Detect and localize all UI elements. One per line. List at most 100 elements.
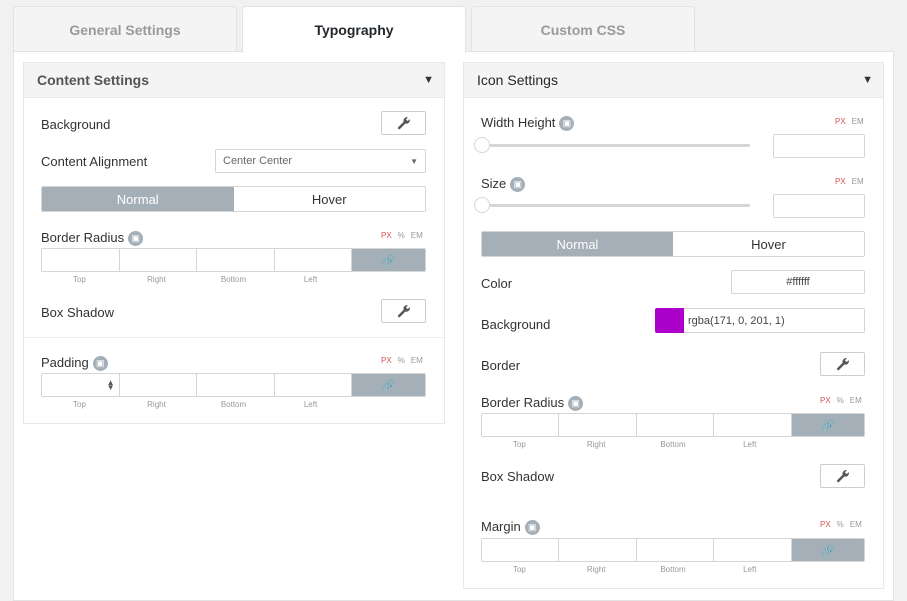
dim-label-right: Right	[586, 565, 606, 574]
dim-label-left: Left	[743, 440, 757, 449]
unit-px[interactable]: PX	[820, 396, 831, 405]
unit-em[interactable]: EM	[851, 177, 864, 186]
link-values-button[interactable]: 🔗	[791, 539, 864, 561]
unit-em[interactable]: EM	[851, 117, 864, 126]
margin-bottom-input[interactable]	[636, 539, 715, 561]
border-radius-top-input[interactable]	[482, 414, 560, 436]
margin-left-input[interactable]	[714, 539, 792, 561]
border-radius-right-input[interactable]	[119, 249, 198, 271]
icon-background-label: Background	[481, 317, 551, 332]
unit-px[interactable]: PX	[381, 231, 392, 240]
size-label: Size ▣	[481, 176, 526, 193]
content-alignment-select[interactable]: Center Center ▼	[215, 149, 426, 173]
size-slider-track[interactable]	[481, 204, 750, 207]
margin-dim-labels: Top Right Bottom Left	[481, 565, 865, 574]
help-icon[interactable]: ▣	[568, 396, 584, 412]
unit-em[interactable]: EM	[410, 231, 423, 240]
border-edit-button[interactable]	[820, 352, 865, 376]
content-settings-panel: Content Settings ▼ Background Content Al…	[23, 62, 445, 424]
padding-right-input[interactable]	[119, 374, 198, 396]
border-radius-units: PX % EM	[381, 231, 423, 240]
caret-down-icon[interactable]: ▼	[862, 74, 873, 86]
dim-label-left: Left	[303, 275, 318, 284]
padding-bottom-input[interactable]	[197, 374, 275, 396]
help-icon[interactable]: ▣	[559, 116, 575, 132]
dim-label-right: Right	[147, 400, 166, 409]
link-icon: 🔗	[820, 419, 835, 432]
border-radius-bottom-input[interactable]	[636, 414, 715, 436]
link-values-button[interactable]: 🔗	[791, 414, 864, 436]
padding-dim-labels: Top Right Bottom Left	[41, 400, 426, 409]
color-picker-input[interactable]: #ffffff	[731, 270, 865, 294]
unit-em[interactable]: EM	[849, 396, 862, 405]
link-icon: 🔗	[381, 254, 396, 267]
dim-label-bottom: Bottom	[660, 440, 686, 449]
caret-down-icon[interactable]: ▼	[423, 74, 434, 86]
unit-px[interactable]: PX	[820, 520, 831, 529]
dim-label-left: Left	[303, 400, 318, 409]
background-edit-button[interactable]	[381, 111, 426, 135]
unit-px[interactable]: PX	[835, 117, 846, 126]
unit-percent[interactable]: %	[397, 356, 405, 365]
unit-em[interactable]: EM	[410, 356, 423, 365]
color-label: Color	[481, 276, 513, 291]
tab-general-settings[interactable]: General Settings	[13, 6, 237, 52]
border-radius-top-input[interactable]	[42, 249, 120, 271]
border-radius-left-input[interactable]	[274, 249, 353, 271]
unit-em[interactable]: EM	[849, 520, 862, 529]
help-icon[interactable]: ▣	[510, 177, 526, 193]
border-radius-bottom-input[interactable]	[197, 249, 275, 271]
unit-px[interactable]: PX	[381, 356, 392, 365]
background-color-input[interactable]: rgba(171, 0, 201, 1)	[684, 308, 865, 333]
wrench-icon	[397, 305, 410, 318]
dim-label-bottom: Bottom	[660, 565, 686, 574]
link-values-button[interactable]: 🔗	[352, 249, 425, 271]
size-slider-handle[interactable]	[474, 197, 490, 213]
dim-label-bottom: Bottom	[220, 275, 247, 284]
link-values-button[interactable]: 🔗	[352, 374, 425, 396]
background-color-swatch[interactable]	[655, 308, 684, 333]
padding-left-input[interactable]	[274, 374, 353, 396]
margin-right-input[interactable]	[559, 539, 637, 561]
link-icon: 🔗	[820, 544, 835, 557]
dim-label-bottom: Bottom	[220, 400, 247, 409]
section-divider	[24, 337, 444, 338]
unit-percent[interactable]: %	[836, 520, 844, 529]
width-height-slider-track[interactable]	[481, 144, 750, 147]
state-normal-tab[interactable]: Normal	[42, 187, 234, 211]
unit-percent[interactable]: %	[397, 231, 405, 240]
width-height-slider-handle[interactable]	[474, 137, 490, 153]
border-radius-text: Border Radius	[41, 230, 125, 245]
unit-percent[interactable]: %	[836, 396, 844, 405]
padding-inputs: ▲ ▼ 🔗	[41, 373, 426, 397]
state-hover-tab[interactable]: Hover	[233, 187, 425, 211]
border-radius-right-input[interactable]	[559, 414, 637, 436]
help-icon[interactable]: ▣	[92, 356, 108, 372]
tab-typography[interactable]: Typography	[242, 6, 466, 53]
margin-top-input[interactable]	[482, 539, 560, 561]
tab-custom-css[interactable]: Custom CSS	[471, 6, 695, 52]
help-icon[interactable]: ▣	[128, 231, 144, 247]
border-label: Border	[481, 358, 521, 373]
content-alignment-label: Content Alignment	[41, 154, 148, 169]
icon-box-shadow-edit-button[interactable]	[820, 464, 865, 488]
state-normal-tab[interactable]: Normal	[482, 232, 673, 256]
box-shadow-edit-button[interactable]	[381, 299, 426, 323]
dim-label-top: Top	[512, 440, 526, 449]
number-spinner-icon[interactable]: ▲ ▼	[106, 378, 115, 392]
background-color-value: rgba(171, 0, 201, 1)	[688, 314, 785, 327]
link-icon: 🔗	[381, 379, 396, 392]
size-input[interactable]	[773, 194, 865, 218]
content-settings-header[interactable]: Content Settings ▼	[24, 63, 444, 98]
wrench-icon	[397, 117, 410, 130]
color-value: #ffffff	[786, 276, 810, 288]
help-icon[interactable]: ▣	[524, 520, 540, 536]
state-hover-tab[interactable]: Hover	[673, 232, 864, 256]
icon-settings-header[interactable]: Icon Settings ▼	[464, 63, 883, 98]
unit-px[interactable]: PX	[835, 177, 846, 186]
width-height-input[interactable]	[773, 134, 865, 158]
border-radius-left-input[interactable]	[714, 414, 792, 436]
margin-units: PX % EM	[820, 520, 862, 529]
width-height-text: Width Height	[481, 115, 556, 130]
padding-top-input[interactable]: ▲ ▼	[42, 374, 120, 396]
